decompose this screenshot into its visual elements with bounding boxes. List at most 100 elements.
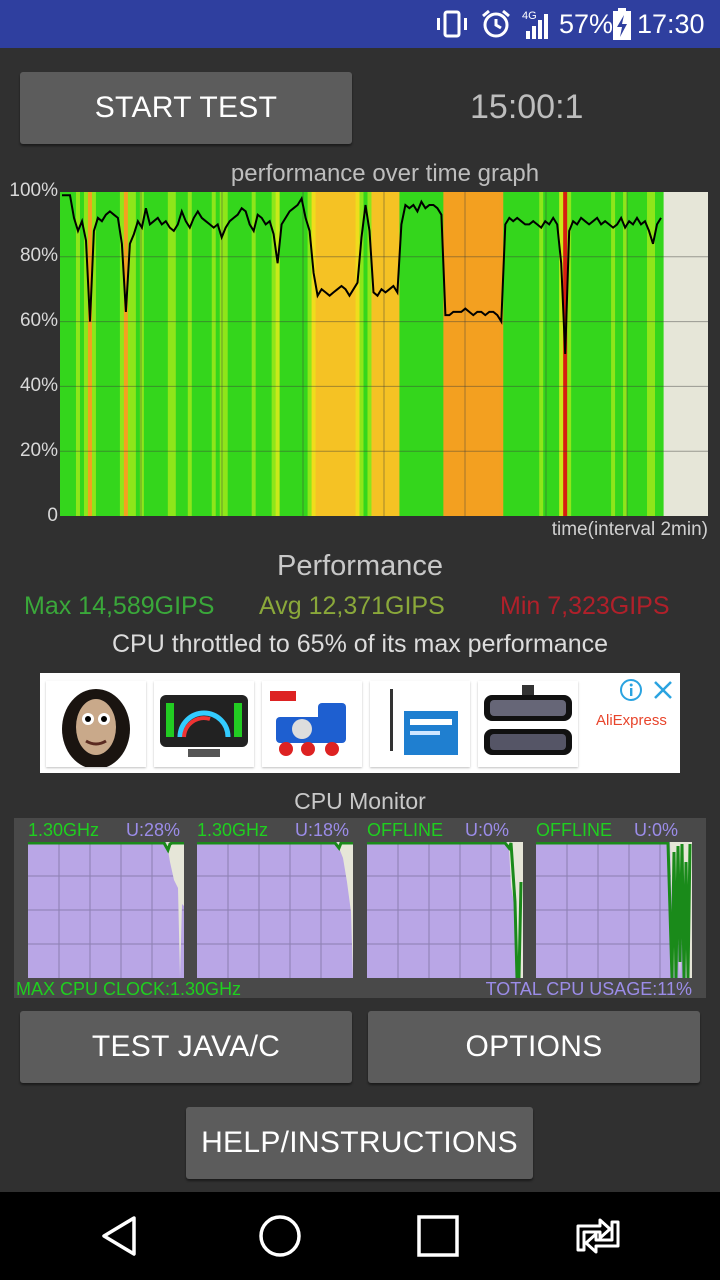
performance-bar: [60, 192, 65, 516]
performance-bar: [91, 192, 97, 516]
performance-bar: [163, 192, 169, 516]
home-icon[interactable]: [248, 1206, 312, 1266]
performance-bar: [231, 192, 237, 516]
performance-bar: [515, 192, 520, 516]
performance-bar: [635, 192, 640, 516]
performance-bar: [407, 192, 413, 516]
core-0-usage: U:28%: [126, 820, 181, 840]
core-2-freq: OFFLINE: [367, 820, 444, 840]
performance-bar: [283, 192, 289, 516]
performance-bar: [183, 192, 189, 516]
cpu-core-2: OFFLINE U:0%: [367, 818, 523, 998]
performance-bar: [167, 192, 173, 516]
y-tick-60: 60%: [19, 310, 58, 331]
performance-bar: [627, 192, 632, 516]
performance-bar: [175, 192, 181, 516]
performance-bar: [107, 192, 113, 516]
performance-bar: [487, 192, 492, 516]
battery-charging-icon: [612, 0, 632, 48]
product-car-gauge[interactable]: [154, 681, 254, 767]
core-3-freq: OFFLINE: [536, 820, 613, 840]
performance-bar: [439, 192, 444, 516]
back-icon[interactable]: [88, 1206, 152, 1266]
performance-bar: [203, 192, 209, 516]
performance-bar: [419, 192, 424, 516]
ad-info-icon[interactable]: [620, 679, 642, 706]
performance-bar: [155, 192, 161, 516]
performance-bar: [67, 192, 73, 516]
ad-banner[interactable]: AliExpress: [40, 673, 680, 773]
core-1-usage: U:18%: [295, 820, 350, 840]
performance-bar: [111, 192, 117, 516]
performance-bar: [187, 192, 193, 516]
performance-bar: [119, 192, 125, 516]
performance-bar: [143, 192, 149, 516]
performance-bar: [99, 192, 105, 516]
performance-bar: [267, 192, 273, 516]
performance-bar: [399, 192, 405, 516]
network-label: 4G: [522, 10, 537, 22]
performance-bar: [343, 192, 349, 516]
performance-graph: [60, 192, 708, 516]
performance-bar: [351, 192, 357, 516]
rotate-icon[interactable]: [566, 1206, 630, 1266]
performance-bar: [547, 192, 552, 516]
product-face-mask[interactable]: [46, 681, 146, 769]
performance-bar: [319, 192, 325, 516]
performance-bar: [427, 192, 432, 516]
performance-bar: [95, 192, 101, 516]
performance-bar: [567, 192, 572, 516]
performance-bar: [591, 192, 596, 516]
performance-bar: [359, 192, 365, 516]
performance-bar: [263, 192, 269, 516]
performance-bar: [299, 192, 305, 516]
performance-bar: [387, 192, 393, 516]
core-2-usage: U:0%: [465, 820, 510, 840]
performance-bar: [279, 192, 285, 516]
product-router-box[interactable]: [370, 681, 470, 767]
performance-bar: [75, 192, 81, 516]
test-java-c-button[interactable]: TEST JAVA/C: [20, 1011, 352, 1083]
performance-bar: [379, 192, 385, 516]
product-toy-train[interactable]: [262, 681, 362, 767]
performance-bar: [199, 192, 205, 516]
performance-bar: [623, 192, 628, 516]
recents-icon[interactable]: [406, 1206, 470, 1266]
performance-bar: [71, 192, 77, 516]
performance-bar: [651, 192, 656, 516]
performance-bar: [195, 192, 201, 516]
performance-bar: [87, 192, 93, 516]
performance-bar: [335, 192, 341, 516]
performance-bar: [643, 192, 648, 516]
performance-bar: [639, 192, 644, 516]
performance-bar: [179, 192, 185, 516]
ad-close-icon[interactable]: [652, 679, 674, 706]
performance-bar: [375, 192, 381, 516]
min-performance: Min 7,323GIPS: [500, 592, 670, 620]
performance-bar: [63, 192, 69, 516]
performance-bar: [611, 192, 616, 516]
performance-bar: [127, 192, 133, 516]
product-mirror-dashcam[interactable]: [478, 681, 578, 767]
cpu-core-1: 1.30GHz U:18%: [197, 818, 353, 998]
start-test-button[interactable]: START TEST: [20, 72, 352, 144]
core-0-freq: 1.30GHz: [28, 820, 100, 840]
performance-bar: [451, 192, 456, 516]
throttle-message: CPU throttled to 65% of its max performa…: [111, 630, 609, 658]
performance-bar: [227, 192, 233, 516]
total-cpu-usage: TOTAL CPU USAGE:11%: [485, 979, 692, 999]
performance-bar: [251, 192, 257, 516]
performance-bar: [491, 192, 496, 516]
help-instructions-button[interactable]: HELP/INSTRUCTIONS: [186, 1107, 533, 1179]
cpu-monitor-panel: 1.30GHz U:28% 1.30GHz U:18% OFFLINE U:0%…: [14, 818, 706, 999]
options-button[interactable]: OPTIONS: [368, 1011, 700, 1083]
performance-bar: [323, 192, 329, 516]
performance-bar: [191, 192, 197, 516]
performance-bar: [147, 192, 153, 516]
performance-bar: [523, 192, 528, 516]
performance-bar: [135, 192, 141, 516]
performance-bar: [519, 192, 524, 516]
performance-bar: [315, 192, 321, 516]
performance-bar: [307, 192, 313, 516]
performance-bar: [115, 192, 121, 516]
